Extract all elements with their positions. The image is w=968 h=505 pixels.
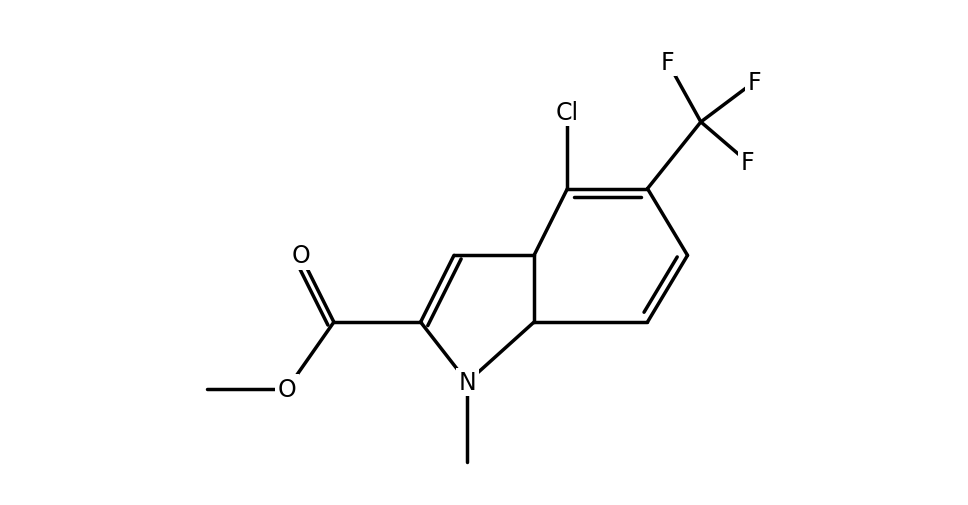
Text: N: N bbox=[459, 370, 476, 394]
Text: O: O bbox=[291, 244, 310, 268]
Text: F: F bbox=[741, 150, 754, 175]
Text: F: F bbox=[747, 71, 761, 94]
Text: Cl: Cl bbox=[556, 100, 579, 125]
Text: O: O bbox=[278, 377, 296, 401]
Text: F: F bbox=[661, 50, 675, 75]
